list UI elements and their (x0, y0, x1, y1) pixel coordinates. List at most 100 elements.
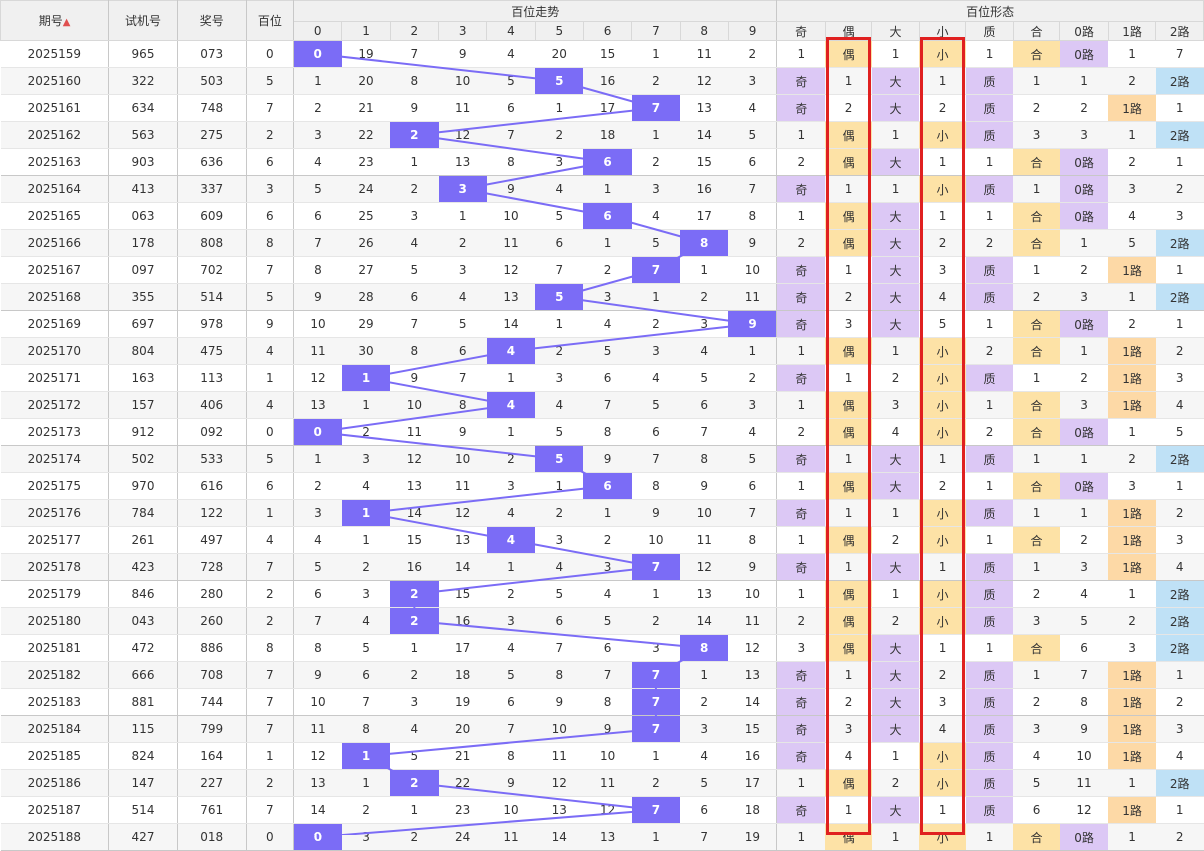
form-cell-road2: 5 (1155, 418, 1204, 446)
form-cell-big: 2 (871, 526, 920, 554)
table-row: 2025162 563 275 2 3 22 2 12 7 2 18 1 14 5 1 偶 1 小质 3 3 1 2路 (0, 121, 1204, 149)
miss-count-cell: 3 (438, 256, 487, 284)
miss-count-cell: 5 (583, 607, 632, 635)
period-cell: 2025177 (0, 526, 110, 554)
form-cell-prime: 质 (965, 796, 1014, 824)
miss-count-cell: 1 (535, 310, 584, 338)
test-number-cell: 157 (108, 391, 178, 419)
form-cell-prime: 1 (965, 148, 1014, 176)
miss-count-cell: 8 (390, 337, 439, 365)
miss-count-cell: 5 (341, 634, 391, 662)
form-cell-composite: 1 (1013, 364, 1060, 392)
form-cell-prime: 2 (965, 229, 1014, 257)
table-row: 2025168 355 514 5 9 28 6 4 13 5 3 1 2 11 奇 2 大 4 质 2 3 1 2路 (0, 283, 1204, 311)
miss-count-cell: 14 (438, 553, 487, 581)
miss-count-cell: 9 (438, 418, 487, 446)
miss-count-cell: 15 (583, 40, 632, 68)
form-cell-odd: 奇 (776, 94, 826, 122)
prize-number-cell: 122 (177, 499, 247, 527)
sort-arrow-icon[interactable]: ▲ (62, 17, 71, 28)
form-cell-even: 2 (825, 688, 872, 716)
miss-count-cell: 10 (438, 445, 487, 473)
miss-count-cell: 9 (728, 553, 778, 581)
prize-number-cell: 514 (177, 283, 247, 311)
miss-count-cell: 12 (293, 742, 342, 770)
form-cell-prime: 质 (965, 94, 1014, 122)
form-cell-road1: 1路 (1108, 526, 1156, 554)
period-header[interactable]: 期号▲ (0, 0, 110, 41)
test-number-cell: 563 (108, 121, 178, 149)
form-cell-small: 小 (919, 418, 966, 446)
form-cell-odd: 1 (776, 121, 826, 149)
test-number-cell: 970 (108, 472, 178, 500)
form-cell-road2: 2路 (1155, 580, 1204, 608)
table-row: 2025166 178 808 8 7 26 4 2 11 6 1 5 8 9 2 偶大 2 2 合 1 5 2路 (0, 229, 1204, 257)
hit-ball: 9 (728, 310, 778, 338)
miss-count-cell: 1 (341, 391, 391, 419)
form-cell-road0: 5 (1059, 607, 1109, 635)
form-cell-small: 1 (919, 634, 966, 662)
form-cell-big: 1 (871, 499, 920, 527)
form-cell-big: 1 (871, 40, 920, 68)
form-cell-road0: 1 (1059, 337, 1109, 365)
form-cell-prime: 1 (965, 40, 1014, 68)
miss-count-cell: 9 (728, 229, 778, 257)
form-cell-even: 3 (825, 310, 872, 338)
form-cell-small: 小 (919, 580, 966, 608)
miss-count-cell: 3 (293, 499, 342, 527)
miss-count-cell: 2 (341, 553, 391, 581)
miss-count-cell: 9 (631, 499, 681, 527)
hit-ball: 5 (535, 67, 584, 95)
miss-count-cell: 4 (486, 40, 536, 68)
form-cell-road0: 10 (1059, 742, 1109, 770)
miss-count-cell: 9 (583, 445, 632, 473)
digit-header-6: 6 (582, 21, 633, 41)
miss-count-cell: 2 (631, 67, 681, 95)
hundreds-trend-group-header: 百位走势 (293, 0, 778, 22)
miss-count-cell: 4 (341, 472, 391, 500)
form-cell-even: 偶 (825, 634, 872, 662)
miss-count-cell: 16 (728, 742, 778, 770)
form-cell-road0: 2 (1059, 94, 1109, 122)
miss-count-cell: 2 (535, 337, 584, 365)
form-cell-prime: 质 (965, 364, 1014, 392)
form-cell-road1: 2 (1108, 67, 1156, 95)
form-cell-road2: 2路 (1155, 769, 1204, 797)
hit-ball: 1 (341, 499, 391, 527)
form-cell-composite: 2 (1013, 94, 1060, 122)
miss-count-cell: 1 (535, 94, 584, 122)
miss-count-cell: 8 (680, 445, 729, 473)
form-cell-road0: 7 (1059, 661, 1109, 689)
table-row: 2025188 427 018 0 0 3 2 24 11 14 13 1 7 19 1 偶 1 小 1 合 0路 1 2 (0, 823, 1204, 851)
form-cell-even: 4 (825, 742, 872, 770)
miss-count-cell: 5 (631, 391, 681, 419)
miss-count-cell: 8 (535, 661, 584, 689)
hundreds-cell: 7 (246, 256, 295, 284)
hit-ball: 5 (535, 445, 584, 473)
test-number-cell: 427 (108, 823, 178, 851)
miss-count-cell: 15 (680, 148, 729, 176)
form-cell-big: 大 (871, 796, 920, 824)
form-cell-road0: 3 (1059, 553, 1109, 581)
miss-count-cell: 1 (486, 418, 536, 446)
test-number-cell: 322 (108, 67, 178, 95)
miss-count-cell: 16 (583, 67, 632, 95)
miss-count-cell: 5 (535, 202, 584, 230)
miss-count-cell: 10 (728, 580, 778, 608)
form-cell-odd: 奇 (776, 67, 826, 95)
test-number-cell: 147 (108, 769, 178, 797)
period-header-label: 期号 (38, 14, 63, 28)
miss-count-cell: 8 (728, 202, 778, 230)
miss-count-cell: 1 (583, 229, 632, 257)
hit-ball: 1 (341, 742, 391, 770)
form-cell-road1: 1 (1108, 283, 1156, 311)
test-number-cell: 634 (108, 94, 178, 122)
form-cell-road0: 2 (1059, 364, 1109, 392)
miss-count-cell: 20 (438, 715, 487, 743)
miss-count-cell: 9 (486, 769, 536, 797)
form-cell-even: 偶 (825, 580, 872, 608)
miss-count-cell: 13 (438, 148, 487, 176)
hundreds-cell: 1 (246, 364, 295, 392)
digit-header-9: 9 (727, 21, 778, 41)
miss-count-cell: 2 (583, 526, 632, 554)
